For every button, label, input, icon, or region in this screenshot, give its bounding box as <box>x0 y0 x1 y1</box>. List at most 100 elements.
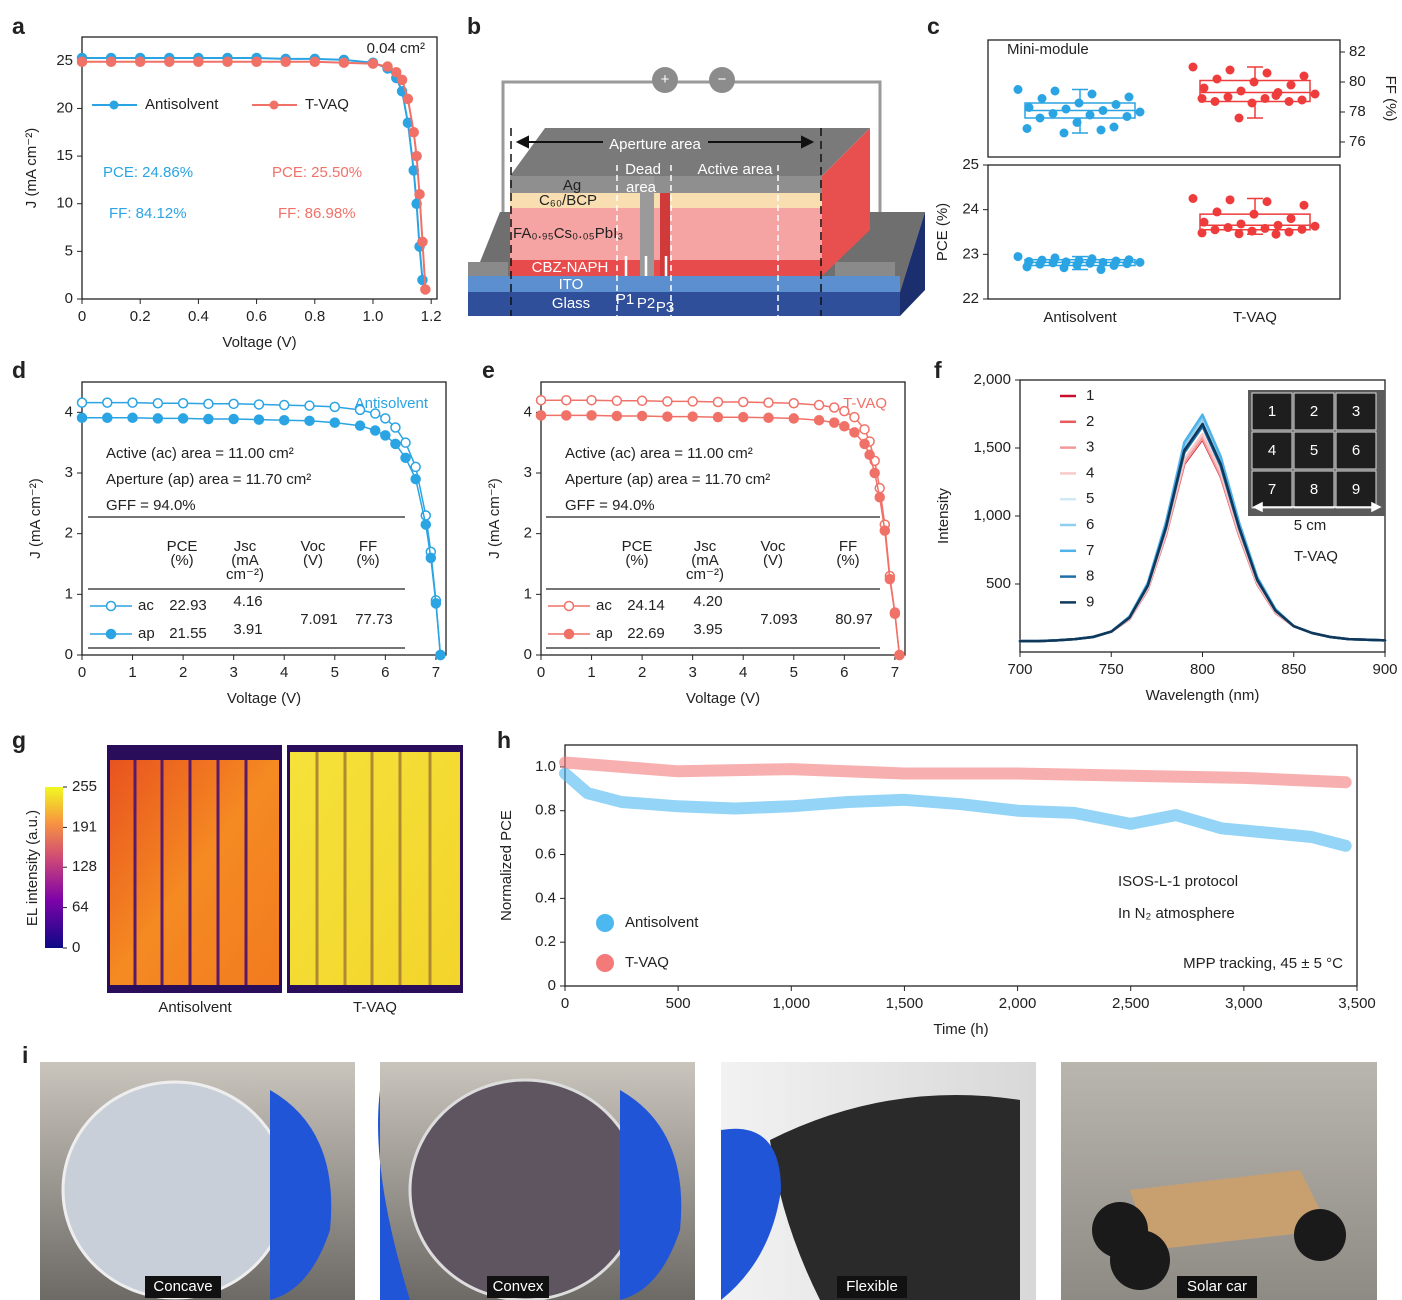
x-tick-label: 1,500 <box>886 995 924 1012</box>
data-point <box>1213 207 1222 216</box>
data-point <box>875 493 884 502</box>
data-point <box>865 450 874 459</box>
legend-marker <box>596 954 614 972</box>
figure: + − Aperture area Dead area Active area … <box>0 0 1402 1300</box>
x-tick-label: 3 <box>229 664 237 681</box>
data-point <box>1097 265 1106 274</box>
x-tick-label: 2 <box>638 664 646 681</box>
panel-label: b <box>467 13 481 39</box>
y-tick-label: 0.8 <box>535 802 556 819</box>
inset-label: 6 <box>1352 442 1360 459</box>
data-point <box>310 57 319 66</box>
y-axis-label: J (mA cm⁻²) <box>23 128 40 208</box>
table-cell: 7.093 <box>760 611 798 628</box>
legend-label: 9 <box>1086 593 1094 610</box>
table-header: (V) <box>763 552 783 569</box>
annotation: Mini-module <box>1007 41 1089 58</box>
panel-label: f <box>934 357 942 383</box>
inset-label: 1 <box>1268 403 1276 420</box>
x-tick-label: 1,000 <box>773 995 811 1012</box>
legend-label: 8 <box>1086 568 1094 585</box>
ag-edge <box>468 262 508 276</box>
x-tick-label: 0 <box>78 664 86 681</box>
data-point <box>418 237 427 246</box>
x-tick-label: 7 <box>432 664 440 681</box>
data-point <box>128 398 137 407</box>
y-axis-label: Intensity <box>935 488 952 544</box>
data-point <box>436 651 445 660</box>
photo-object <box>770 1095 1020 1300</box>
x-tick-label: 0.6 <box>246 308 267 325</box>
data-point <box>1250 78 1259 87</box>
y-tick-label: 24 <box>962 201 979 218</box>
photo-object <box>1110 1230 1170 1290</box>
data-point <box>688 397 697 406</box>
data-point <box>1049 258 1058 267</box>
data-point <box>421 285 430 294</box>
data-point <box>1051 87 1060 96</box>
y-tick-label: 76 <box>1349 133 1366 150</box>
data-point <box>1110 123 1119 132</box>
data-point <box>1300 201 1309 210</box>
x-tick-label: 800 <box>1190 661 1215 678</box>
data-point <box>368 59 377 68</box>
data-point <box>850 413 859 422</box>
data-point <box>179 414 188 423</box>
table-cell: 77.73 <box>355 611 393 628</box>
data-point <box>1014 252 1023 261</box>
x-tick-label: 4 <box>739 664 747 681</box>
data-point <box>1224 223 1233 232</box>
legend-label: Antisolvent <box>625 914 699 931</box>
data-point <box>1123 112 1132 121</box>
data-point <box>1088 90 1097 99</box>
table-header: (V) <box>303 552 323 569</box>
panel-label: d <box>12 357 26 383</box>
data-point <box>1226 195 1235 204</box>
y-tick-label: 1.0 <box>535 758 556 775</box>
data-point <box>1123 259 1132 268</box>
data-point <box>1285 228 1294 237</box>
colorbar <box>45 787 63 948</box>
data-point <box>1298 96 1307 105</box>
y-axis-label: J (mA cm⁻²) <box>486 478 503 558</box>
data-point <box>330 418 339 427</box>
data-point <box>1311 222 1320 231</box>
data-point <box>638 396 647 405</box>
photo-caption: Convex <box>493 1278 544 1295</box>
data-point <box>713 398 722 407</box>
legend-marker <box>565 602 574 611</box>
y-tick-label: 15 <box>56 147 73 164</box>
data-point <box>179 399 188 408</box>
x-tick-label: 3 <box>688 664 696 681</box>
data-point <box>1036 114 1045 123</box>
y-tick-label: 80 <box>1349 73 1366 90</box>
series-stat: PCE: 25.50% <box>272 164 362 181</box>
data-point <box>412 152 421 161</box>
x-tick-label: 0 <box>78 308 86 325</box>
x-tick-label: 0 <box>537 664 545 681</box>
y-tick-label: 1,500 <box>973 439 1011 456</box>
inset-title: T-VAQ <box>1294 548 1338 565</box>
photo-object <box>63 1082 287 1298</box>
annotation: In N₂ atmosphere <box>1118 905 1235 922</box>
annotation: MPP tracking, 45 ± 5 °C <box>1183 955 1343 972</box>
colorbar-tick-label: 255 <box>72 778 97 795</box>
data-point <box>339 58 348 67</box>
page: + − Aperture area Dead area Active area … <box>0 0 1402 1300</box>
legend-label: 7 <box>1086 542 1094 559</box>
image-caption: T-VAQ <box>353 999 397 1016</box>
data-point <box>1125 93 1134 102</box>
x-axis-label: Wavelength (nm) <box>1146 687 1260 704</box>
data-point <box>1038 94 1047 103</box>
data-point <box>415 190 424 199</box>
x-tick-label: 750 <box>1099 661 1124 678</box>
data-point <box>391 423 400 432</box>
photo-object <box>1294 1209 1346 1261</box>
annotation: GFF = 94.0% <box>565 497 655 514</box>
y-tick-label: 82 <box>1349 43 1366 60</box>
data-point <box>860 439 869 448</box>
data-point <box>1248 99 1257 108</box>
data-point <box>1049 109 1058 118</box>
data-point <box>371 426 380 435</box>
data-point <box>128 413 137 422</box>
